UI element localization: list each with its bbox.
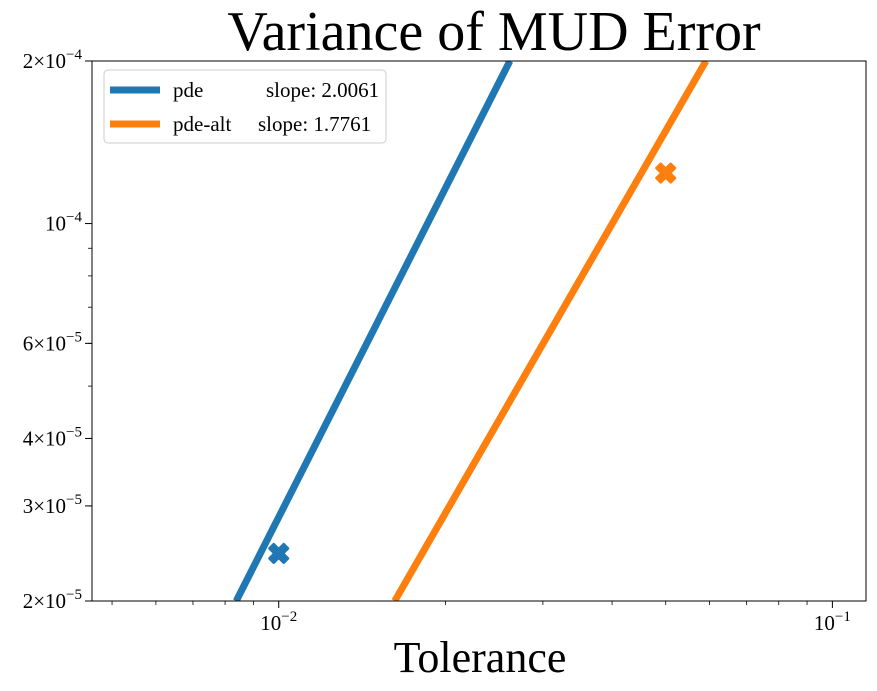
y-tick-label: 10−4 [45, 210, 82, 236]
series-line-pde-alt [391, 61, 709, 601]
data-point-marker [268, 542, 290, 564]
x-tick-label: 10−1 [814, 609, 851, 635]
plot-frame [91, 60, 867, 602]
legend-series-name: pde [173, 78, 203, 102]
x-tick-label: 10−2 [260, 609, 297, 635]
data-point-marker [655, 162, 677, 184]
series-line-pde [233, 61, 513, 601]
y-tick-label: 2×10−4 [23, 47, 83, 73]
x-axis-label: Tolerance [394, 633, 567, 682]
series-pde [233, 61, 513, 601]
y-tick-label: 4×10−5 [23, 424, 82, 450]
legend-box [103, 69, 387, 144]
series-pde-alt [391, 61, 709, 601]
y-tick-label: 3×10−5 [23, 492, 82, 518]
legend: pde slope: 2.0061 pde-alt slope: 1.7761 [103, 69, 387, 144]
legend-slope-label: slope: 2.0061 [266, 78, 379, 102]
y-tick-label: 2×10−5 [23, 587, 82, 613]
series-group [233, 61, 709, 601]
chart-title: Variance of MUD Error [227, 1, 761, 63]
legend-series-name: pde-alt [173, 112, 231, 136]
axis-ticks: 10−2 10−1 2×10−5 3×10−5 4×10−5 6×10−5 10−4 2×10… [23, 47, 851, 635]
y-tick-label: 6×10−5 [23, 329, 82, 355]
legend-slope-label: slope: 1.7761 [258, 112, 371, 136]
